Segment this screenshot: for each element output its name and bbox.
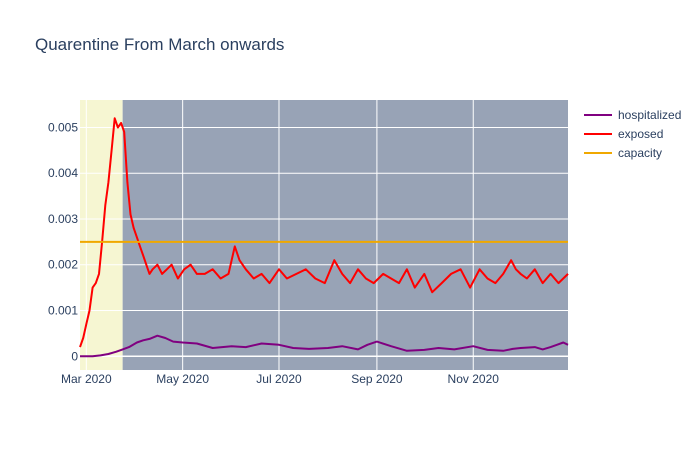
x-tick-label-4: Nov 2020 <box>448 372 500 386</box>
legend-item-capacity[interactable]: capacity <box>584 146 662 160</box>
x-axis-ticks: Mar 2020 May 2020 Jul 2020 Sep 2020 Nov 2020 <box>61 372 499 386</box>
legend-item-hospitalized[interactable]: hospitalized <box>584 108 681 122</box>
chart-title: Quarentine From March onwards <box>35 35 284 54</box>
legend-label-exposed: exposed <box>618 127 663 141</box>
x-tick-label-1: May 2020 <box>156 372 209 386</box>
y-tick-label-2: 0.002 <box>48 258 78 272</box>
y-axis-ticks: 0 0.001 0.002 0.003 0.004 0.005 <box>48 120 78 363</box>
x-tick-label-3: Sep 2020 <box>351 372 403 386</box>
shaded-regions <box>80 100 568 370</box>
y-tick-label-3: 0.003 <box>48 212 78 226</box>
series-lines <box>79 117 569 358</box>
shaded-region-1 <box>122 100 568 370</box>
legend[interactable]: hospitalized exposed capacity <box>584 108 681 160</box>
y-tick-label-4: 0.004 <box>48 166 78 180</box>
legend-label-hospitalized: hospitalized <box>618 108 681 122</box>
series-line-hospitalized <box>80 334 569 358</box>
y-tick-label-1: 0.001 <box>48 304 78 318</box>
x-tick-label-0: Mar 2020 <box>61 372 112 386</box>
legend-label-capacity: capacity <box>618 146 662 160</box>
gridlines <box>80 100 568 370</box>
legend-item-exposed[interactable]: exposed <box>584 127 663 141</box>
y-tick-label-0: 0 <box>71 349 78 363</box>
y-tick-label-5: 0.005 <box>48 120 78 134</box>
series-line-exposed <box>79 117 569 348</box>
x-tick-label-2: Jul 2020 <box>256 372 302 386</box>
